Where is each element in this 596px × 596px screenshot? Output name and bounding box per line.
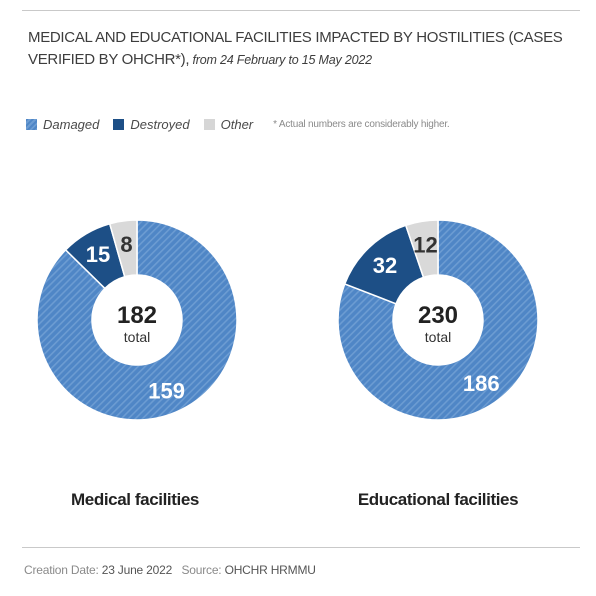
top-rule (22, 10, 580, 11)
legend-swatch-other (203, 118, 215, 130)
donut-chart-medical: 159 15 8 182 total (0, 170, 287, 470)
footer: Creation Date: 23 June 2022 Source: OHCH… (24, 563, 316, 577)
slice-damaged (337, 219, 539, 421)
slice-label-other: 8 (120, 232, 132, 257)
slice-other (108, 219, 138, 278)
legend-swatch-damaged (26, 118, 37, 130)
chart-label-educational: Educational facilities (357, 490, 519, 509)
slice-label-destroyed: 15 (86, 242, 110, 267)
donut-chart-educational: 186 32 12 230 total (288, 170, 588, 470)
slice-other (404, 219, 439, 279)
legend-swatch-destroyed (113, 118, 125, 130)
source-value: OHCHR HRMMU (224, 563, 316, 577)
legend: Damaged Destroyed Other * Actual numbers… (26, 115, 450, 133)
slice-label-other: 12 (413, 233, 437, 258)
title-main: MEDICAL AND EDUCATIONAL FACILITIES IMPAC… (28, 29, 563, 68)
slice-label-destroyed: 32 (373, 253, 397, 278)
source-label: Source: (181, 563, 222, 577)
center-total-label: total (425, 329, 451, 345)
legend-item-damaged: Damaged (26, 117, 99, 132)
legend-item-destroyed: Destroyed (113, 116, 190, 132)
legend-label-other: Other (220, 116, 254, 132)
title-subtitle: from 24 February to 15 May 2022 (189, 53, 373, 67)
slice-label-damaged: 186 (463, 371, 500, 396)
chart-title: MEDICAL AND EDUCATIONAL FACILITIES IMPAC… (28, 27, 568, 71)
creation-date-label: Creation Date: (24, 563, 99, 577)
bottom-rule (22, 547, 580, 548)
legend-item-other: Other (203, 116, 254, 132)
slice-damaged (36, 219, 238, 421)
center-total: 230 (418, 302, 458, 329)
legend-note: * Actual numbers are considerably higher… (273, 118, 450, 130)
chart-label-medical: Medical facilities (71, 490, 199, 509)
slice-label-damaged: 159 (148, 379, 185, 404)
legend-label-damaged: Damaged (43, 116, 100, 132)
center-total: 182 (117, 302, 157, 329)
creation-date: 23 June 2022 (101, 563, 173, 577)
center-total-label: total (124, 329, 150, 345)
legend-label-destroyed: Destroyed (130, 116, 190, 132)
